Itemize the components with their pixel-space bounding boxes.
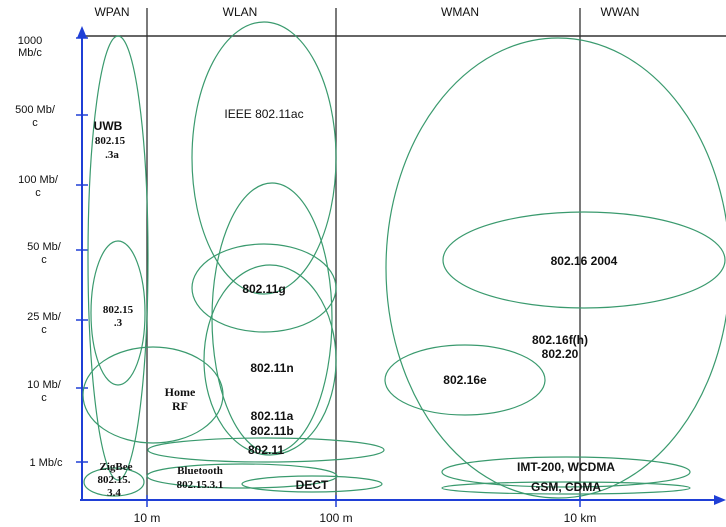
pan-802-15-3-ellipse <box>90 240 146 386</box>
ieee-802-11g-ellipse <box>191 243 337 333</box>
y-label-10-line1: 10 Mb/ <box>27 379 62 391</box>
imt-wcdma-label: IMT-200, WCDMA <box>517 460 615 474</box>
y-ticks <box>76 37 88 463</box>
ieee-802-16f-line1: 802.16f(h) <box>532 333 588 347</box>
standard-labels: UWB 802.15 .3a 802.15 .3 ZigBee 802.15. … <box>94 107 618 499</box>
zigbee-ellipse <box>83 467 145 497</box>
y-label-25-line1: 25 Mb/ <box>27 311 62 323</box>
zigbee-line1: ZigBee <box>100 461 133 473</box>
region-wpan-label: WPAN <box>94 5 129 19</box>
y-label-25-line2: c <box>41 324 47 336</box>
ieee-802-11n-outer-ellipse <box>211 182 333 454</box>
ieee-802-11n-label: 802.11n <box>250 361 293 375</box>
y-label-50-line2: c <box>41 254 47 266</box>
uwb-std-line2: .3a <box>105 149 119 161</box>
ieee-802-16-2004-label: 802.16 2004 <box>551 254 618 268</box>
ieee-802-16e-ellipse <box>384 344 546 416</box>
homerf-line2: RF <box>172 399 188 413</box>
ieee-802-11n-ellipse <box>203 264 337 456</box>
uwb-label: UWB <box>94 119 123 133</box>
uwb-std-line1: 802.15 <box>95 135 126 147</box>
y-label-1000-line2: Mb/c <box>18 47 42 59</box>
ieee-802-11g-label: 802.11g <box>242 282 285 296</box>
region-wlan-label: WLAN <box>223 5 258 19</box>
y-label-10-line2: c <box>41 392 47 404</box>
region-wman-label: WMAN <box>441 5 479 19</box>
pan-802-15-3-line2: .3 <box>114 317 123 329</box>
dect-ellipse <box>241 475 383 493</box>
imt-wcdma-ellipse <box>441 456 691 488</box>
y-axis-arrow <box>77 26 87 38</box>
gsm-cdma-ellipse <box>441 481 691 495</box>
homerf-line1: Home <box>165 385 196 399</box>
y-label-500-line1: 500 Mb/ <box>15 104 56 116</box>
ieee-802-11-label: 802.11 <box>248 443 284 457</box>
y-label-1000-line1: 1000 <box>18 35 42 47</box>
bluetooth-line2: 802.15.3.1 <box>177 479 224 491</box>
region-wwan-label: WWAN <box>601 5 640 19</box>
ieee-802-16e-label: 802.16e <box>443 373 487 387</box>
x-label-10km: 10 km <box>564 511 597 525</box>
x-axis-labels: 10 m 100 m 10 km <box>134 511 597 525</box>
y-label-50-line1: 50 Mb/ <box>27 241 62 253</box>
dect-label: DECT <box>296 478 329 492</box>
ieee-802-16-2004-ellipse <box>442 211 726 309</box>
wman-wwan-large-ellipse <box>385 37 726 499</box>
homerf-ellipse <box>82 346 224 444</box>
ieee-802-11a-label: 802.11a <box>251 409 294 423</box>
zigbee-line2: 802.15. <box>98 474 131 486</box>
y-axis-labels: 1000 Mb/c 500 Mb/ c 100 Mb/ c 50 Mb/ c 2… <box>15 35 63 469</box>
y-label-1: 1 Mb/c <box>29 457 63 469</box>
ieee-802-16f-line2: 802.20 <box>542 347 579 361</box>
bluetooth-line1: Bluetooth <box>177 465 223 477</box>
pan-802-15-3-line1: 802.15 <box>103 304 134 316</box>
x-ticks <box>146 495 581 507</box>
x-label-100m: 100 m <box>319 511 352 525</box>
ieee-802-11b-label: 802.11b <box>250 424 293 438</box>
standard-ellipses <box>82 21 726 499</box>
ieee-802-11ac-ellipse <box>191 21 337 295</box>
ieee-802-11ac-label: IEEE 802.11ac <box>224 107 303 121</box>
y-label-500-line2: c <box>32 117 38 129</box>
x-axis-arrow <box>714 495 726 505</box>
ieee-802-11-ellipse <box>147 437 385 463</box>
uwb-ellipse <box>87 35 149 481</box>
x-label-10m: 10 m <box>134 511 161 525</box>
gsm-cdma-label: GSM, CDMA <box>531 480 601 494</box>
y-label-100-line1: 100 Mb/ <box>18 174 59 186</box>
zigbee-line3: 3.4 <box>107 487 121 499</box>
y-label-100-line2: c <box>35 187 41 199</box>
